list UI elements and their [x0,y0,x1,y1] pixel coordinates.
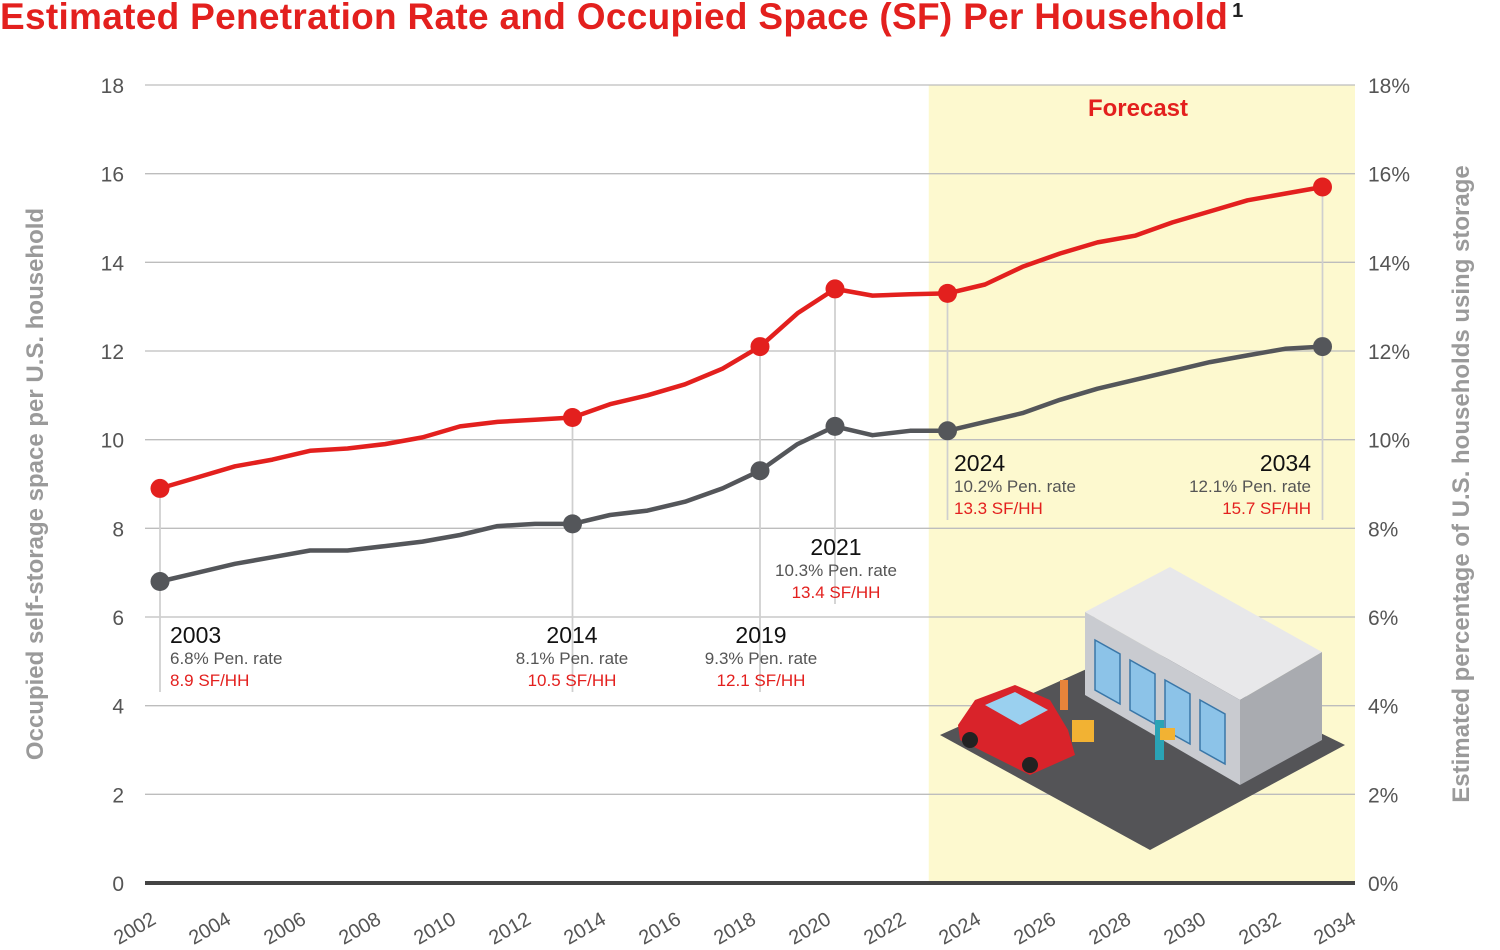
y-tick-left: 12 [101,341,124,364]
x-tick: 2018 [710,908,760,949]
y-tick-right: 0% [1368,873,1398,896]
y-tick-right: 6% [1368,607,1398,630]
series-line-pen_rate [159,344,1323,584]
x-tick: 2026 [1010,908,1060,949]
annotation-sf: 12.1 SF/HH [716,671,806,690]
y-tick-right: 16% [1368,164,1410,187]
title-footnote: 1 [1232,0,1244,22]
x-tick: 2006 [260,908,310,949]
x-tick: 2014 [560,908,610,949]
y-tick-left: 8 [112,518,124,541]
forecast-label: Forecast [1088,95,1188,122]
marker-sf_per_hh-2003 [150,478,170,498]
annotation-year: 2021 [810,534,862,560]
annotation-pen: 10.2% Pen. rate [954,477,1076,496]
x-tick: 2034 [1310,908,1360,949]
title-text: Estimated Penetration Rate and Occupied … [0,0,1229,37]
x-tick: 2012 [485,908,535,949]
marker-sf_per_hh-2019 [750,337,770,357]
y-tick-right: 10% [1368,430,1410,453]
annotation-sf: 10.5 SF/HH [527,671,617,690]
annotation-year: 2019 [735,622,787,648]
x-tick: 2008 [335,908,385,949]
annotation-pen: 10.3% Pen. rate [775,561,897,580]
annotation-sf: 15.7 SF/HH [1222,499,1311,518]
annotation-year: 2034 [1259,450,1311,476]
annotation-sf: 13.4 SF/HH [791,583,881,602]
x-tick: 2032 [1235,908,1285,949]
x-tick: 2028 [1085,908,1135,949]
annotation-year: 2024 [954,450,1006,476]
annotation-2019: 2019 9.3% Pen. rate 12.1 SF/HH [661,622,861,692]
chart-title: Estimated Penetration Rate and Occupied … [0,0,1244,38]
marker-sf_per_hh-2021 [825,279,845,299]
y-axis-right-label: Estimated percentage of U.S. households … [1448,165,1475,803]
y-tick-right: 4% [1368,696,1398,719]
annotation-sf: 8.9 SF/HH [170,671,250,690]
x-tick: 2024 [935,908,985,949]
annotation-2014: 2014 8.1% Pen. rate 10.5 SF/HH [472,622,672,692]
y-tick-left: 4 [112,696,124,719]
annotation-2003: 2003 6.8% Pen. rate 8.9 SF/HH [170,622,282,692]
x-tick: 2016 [635,908,685,949]
y-tick-right: 18% [1368,75,1410,98]
y-tick-left: 0 [112,873,124,896]
y-tick-right: 8% [1368,518,1398,541]
x-tick: 2002 [110,908,160,949]
marker-sf_per_hh-2034 [1313,177,1332,197]
y-tick-left: 18 [101,75,124,98]
annotation-pen: 6.8% Pen. rate [170,649,283,668]
marker-pen_rate-2034 [1313,337,1332,357]
x-tick: 2004 [185,908,235,949]
y-tick-right: 2% [1368,784,1398,807]
y-tick-left: 2 [112,784,124,807]
annotation-pen: 12.1% Pen. rate [1189,477,1311,496]
marker-pen_rate-2014 [563,514,582,534]
annotation-year: 2014 [546,622,598,648]
annotation-pen: 8.1% Pen. rate [515,649,629,668]
storage-facility-illustration [940,567,1345,850]
y-tick-left: 16 [101,164,124,187]
annotation-year: 2003 [170,622,222,648]
marker-pen_rate-2024 [938,421,957,441]
x-tick: 2030 [1160,908,1210,949]
y-axis-left-label: Occupied self-storage space per U.S. hou… [22,207,49,761]
y-tick-right: 14% [1368,252,1410,275]
marker-sf_per_hh-2014 [563,408,582,427]
y-tick-right: 12% [1368,341,1410,364]
y-tick-left: 6 [112,607,124,630]
annotation-2021: 2021 10.3% Pen. rate 13.4 SF/HH [736,534,936,604]
y-tick-left: 14 [101,252,125,275]
annotation-sf: 13.3 SF/HH [954,499,1043,518]
marker-sf_per_hh-2024 [938,283,957,303]
x-tick: 2022 [860,908,910,949]
y-tick-left: 10 [101,430,124,453]
marker-pen_rate-2019 [750,461,770,481]
marker-pen_rate-2021 [825,416,845,436]
x-tick: 2010 [410,908,460,949]
series-line-sf_per_hh [159,184,1323,491]
marker-pen_rate-2003 [150,572,170,592]
annotation-2024: 2024 10.2% Pen. rate 13.3 SF/HH [954,450,1076,520]
annotation-2034: 2034 12.1% Pen. rate 15.7 SF/HH [1111,450,1311,520]
x-tick: 2020 [785,908,835,949]
annotation-pen: 9.3% Pen. rate [704,649,818,668]
